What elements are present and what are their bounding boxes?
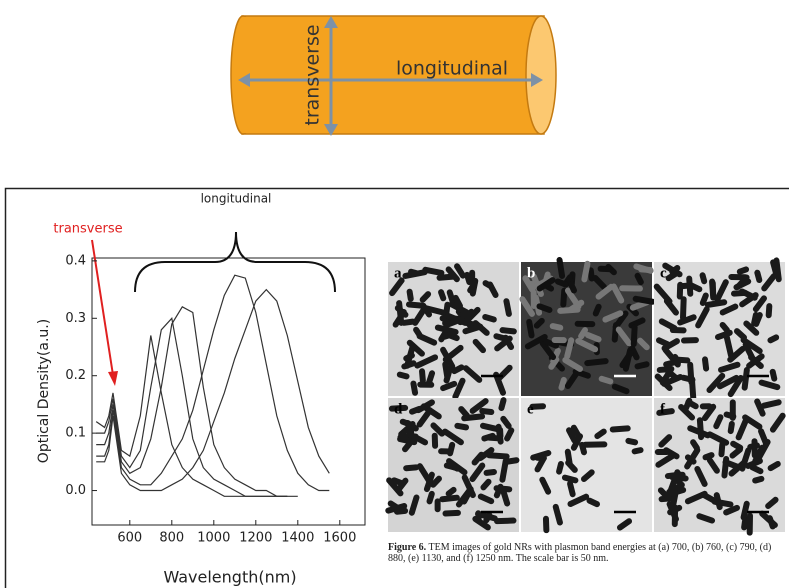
plot-frame: [92, 258, 365, 525]
tem-image: a: [388, 262, 519, 401]
spectrum-line: [96, 307, 298, 497]
nanorod: [672, 504, 678, 527]
nanorod: [681, 337, 699, 344]
nanorod: [438, 448, 453, 454]
x-axis-label: Wavelength(nm): [163, 568, 296, 587]
nanorod: [442, 510, 461, 517]
cylinder-end: [526, 16, 556, 134]
annotation: longitudinal: [201, 192, 272, 206]
diagram-label: longitudinal: [396, 58, 508, 80]
y-tick-label: 0.3: [65, 311, 86, 326]
x-tick-label: 600: [117, 531, 142, 546]
tem-image: c: [652, 257, 785, 401]
red-arrow: [92, 240, 118, 386]
panel-label: d: [394, 401, 403, 417]
annotation: transverse: [53, 222, 122, 237]
x-tick-label: 800: [159, 531, 184, 546]
y-tick-label: 0.0: [65, 483, 86, 498]
nanorod: [597, 266, 612, 273]
nanorod: [728, 274, 748, 280]
x-tick-label: 1200: [239, 531, 272, 546]
y-tick-label: 0.4: [65, 253, 86, 268]
nanorod: [619, 285, 643, 291]
diagram-label: transverse: [302, 24, 324, 125]
x-tick-label: 1600: [323, 531, 356, 546]
tem-image: f: [654, 397, 787, 536]
nanorod: [432, 433, 439, 449]
tem-image: b: [518, 257, 656, 396]
spectrum-line: [96, 290, 329, 491]
nanorod: [575, 321, 596, 327]
brace: [135, 232, 335, 292]
y-tick-label: 0.2: [65, 368, 86, 383]
panel-label: e: [527, 401, 534, 417]
tem-image: e: [521, 398, 652, 533]
x-tick-label: 1400: [281, 531, 314, 546]
panel-label: c: [660, 265, 667, 281]
nanorod: [552, 337, 567, 343]
caption-text: TEM images of gold NRs with plasmon band…: [388, 542, 771, 564]
caption-label: Figure 6.: [388, 542, 426, 553]
nanorod: [765, 303, 772, 319]
y-axis-label: Optical Density(a.u.): [36, 319, 52, 463]
nanorod: [543, 516, 550, 534]
nanorod: [494, 517, 517, 524]
y-tick-label: 0.1: [65, 426, 86, 441]
nanorod: [582, 441, 607, 447]
panel-label: a: [394, 265, 402, 281]
panel-label: b: [527, 265, 535, 281]
figure: transverse longitudinal longitudinal tra…: [0, 0, 789, 588]
tem-image: d: [385, 397, 520, 532]
nanorod: [747, 513, 753, 536]
caption: Figure 6. TEM images of gold NRs with pl…: [388, 542, 786, 564]
nanorod: [631, 324, 638, 347]
page: transverse longitudinal longitudinal tra…: [0, 0, 789, 588]
spectrum-line: [96, 275, 329, 490]
x-tick-label: 1000: [197, 531, 230, 546]
